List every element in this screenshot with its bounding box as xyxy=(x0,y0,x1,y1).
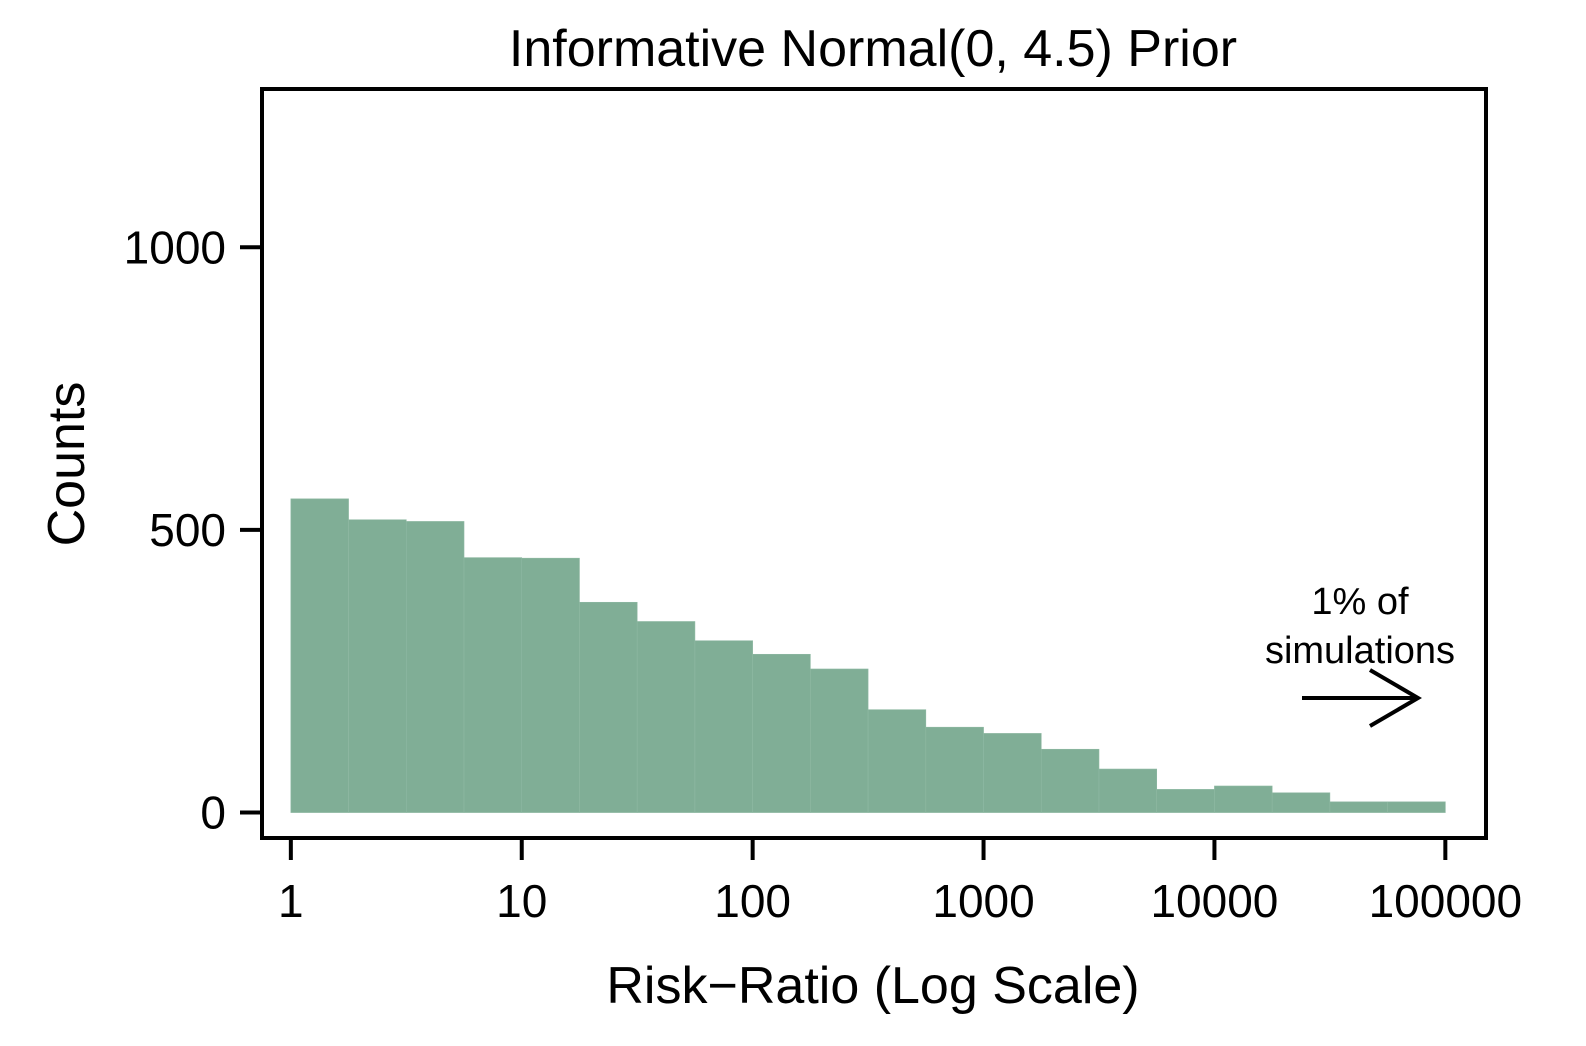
plot-frame xyxy=(260,87,1488,840)
histogram-bar xyxy=(290,498,349,813)
y-axis-label: Counts xyxy=(38,382,96,547)
x-axis: 1 10 100 1000 10000 100000 xyxy=(278,838,1522,927)
histogram-bar xyxy=(405,521,465,813)
histogram-bar xyxy=(1098,768,1158,813)
histogram-bar xyxy=(752,653,811,813)
histogram-bar xyxy=(867,709,927,813)
histogram-bar xyxy=(810,668,869,813)
histogram-bar xyxy=(463,557,523,813)
chart-title: Informative Normal(0, 4.5) Prior xyxy=(509,20,1237,78)
histogram-bar xyxy=(579,601,638,813)
histogram-bar xyxy=(1156,789,1215,813)
y-tick-label: 500 xyxy=(149,504,226,556)
y-tick-label: 0 xyxy=(200,787,226,839)
y-axis: 0 500 1000 xyxy=(124,221,262,839)
histogram-bar xyxy=(521,557,580,813)
histogram-bar xyxy=(925,726,984,813)
histogram-bar xyxy=(1329,801,1388,813)
bars-group xyxy=(290,498,1446,813)
right-arrow-icon xyxy=(1302,668,1422,728)
histogram-bar xyxy=(1214,785,1273,813)
histogram-bar xyxy=(983,733,1042,813)
x-tick-label: 1000 xyxy=(932,875,1034,927)
histogram-bar xyxy=(636,621,696,813)
x-tick-label: 10000 xyxy=(1150,875,1278,927)
x-tick-label: 100 xyxy=(714,875,791,927)
x-tick-label: 1 xyxy=(278,875,304,927)
x-tick-label: 10 xyxy=(496,875,547,927)
y-tick-label: 1000 xyxy=(124,221,226,273)
x-tick-label: 100000 xyxy=(1369,875,1523,927)
histogram-bar xyxy=(1040,748,1100,813)
histogram-bar xyxy=(694,640,753,813)
histogram-bar xyxy=(1387,801,1446,813)
histogram-bar xyxy=(1271,792,1331,813)
annotation-line-2: simulations xyxy=(1265,630,1455,672)
x-axis-label: Risk−Ratio (Log Scale) xyxy=(606,957,1139,1015)
annotation: 1% of simulations xyxy=(1265,581,1455,728)
annotation-line-1: 1% of xyxy=(1311,581,1409,623)
histogram-bar xyxy=(348,519,407,813)
